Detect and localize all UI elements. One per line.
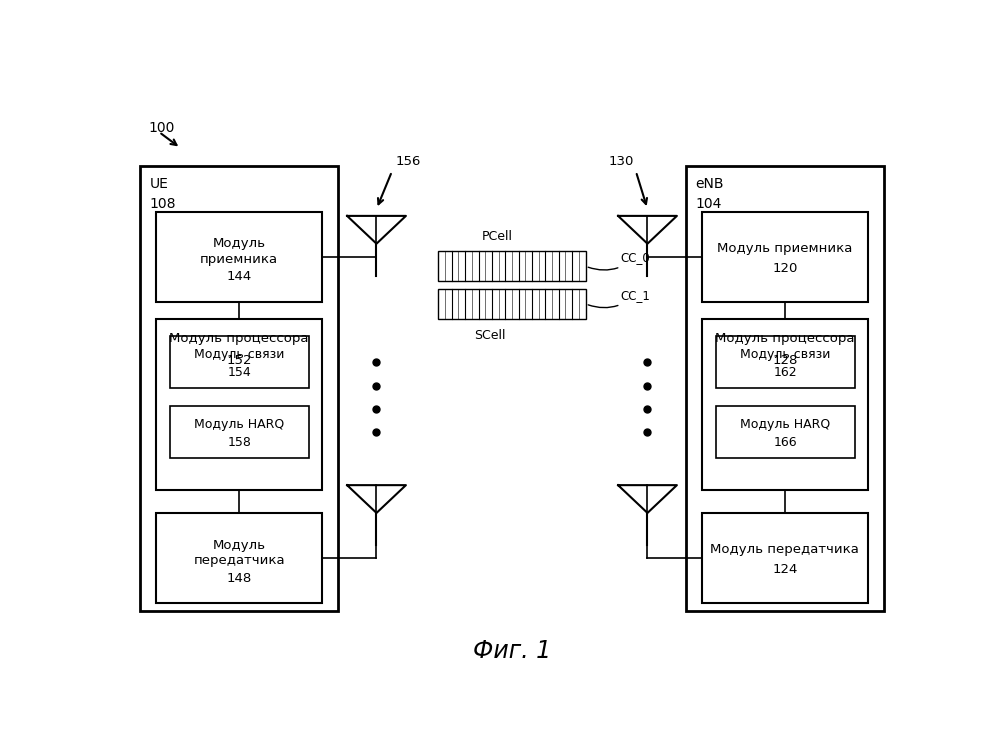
Text: PCell: PCell [482,229,512,243]
Text: eNB: eNB [695,177,724,191]
Text: Модуль связи: Модуль связи [194,348,285,362]
Text: передатчика: передатчика [193,554,285,567]
Text: 130: 130 [609,156,634,168]
Text: UE: UE [150,177,169,191]
Text: SCell: SCell [475,329,505,342]
Text: 166: 166 [773,436,797,449]
Text: 120: 120 [772,262,797,274]
Text: 156: 156 [395,156,421,168]
Bar [701,212,868,302]
Text: CC_0: CC_0 [588,251,650,270]
Text: Модуль: Модуль [213,238,266,250]
Text: Модуль приемника: Модуль приемника [717,241,852,254]
Text: 154: 154 [228,366,252,379]
Text: 100: 100 [148,121,175,135]
Bar [686,165,883,611]
Text: 162: 162 [773,366,797,379]
Bar [715,336,855,389]
Bar [701,513,868,602]
Text: Модуль процессора: Модуль процессора [169,332,309,344]
Text: Фиг. 1: Фиг. 1 [473,638,551,663]
Text: CC_1: CC_1 [588,289,650,308]
Text: 108: 108 [150,197,176,211]
Text: 152: 152 [227,353,252,367]
Text: 128: 128 [772,353,797,367]
Bar [170,406,309,458]
Bar [439,289,585,319]
Text: 104: 104 [695,197,722,211]
Bar [439,251,585,281]
Text: Модуль HARQ: Модуль HARQ [195,418,285,431]
Bar [156,212,323,302]
Text: приемника: приемника [200,253,278,266]
Bar [715,406,855,458]
Text: Модуль связи: Модуль связи [740,348,830,362]
Text: Модуль процессора: Модуль процессора [715,332,855,344]
Bar [140,165,338,611]
Bar [156,319,323,490]
Text: 158: 158 [228,436,252,449]
Bar [170,336,309,389]
Text: Модуль передатчика: Модуль передатчика [710,543,859,556]
Bar [701,319,868,490]
Text: 148: 148 [227,572,252,584]
Text: 124: 124 [772,563,797,576]
Text: 144: 144 [227,271,252,284]
Text: Модуль HARQ: Модуль HARQ [740,418,830,431]
Text: Модуль: Модуль [213,538,266,551]
Bar [156,513,323,602]
